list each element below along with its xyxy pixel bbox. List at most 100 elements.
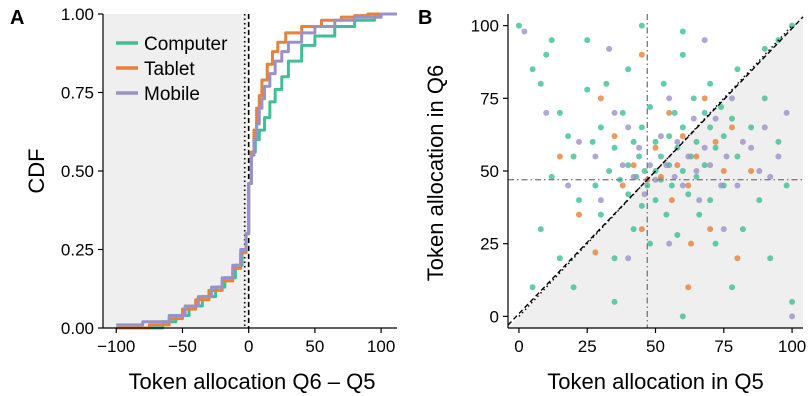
- y-tick-label: 25: [480, 235, 499, 254]
- point-computer: [679, 168, 686, 174]
- point-computer: [685, 191, 692, 198]
- point-computer: [537, 80, 544, 87]
- point-mobile: [641, 191, 648, 198]
- x-tick-label: 50: [305, 337, 324, 356]
- point-computer: [589, 138, 596, 145]
- scatter-chart: 0 25 50 75 100 0 25 50 75 100 Token allocation in …: [423, 14, 806, 394]
- point-tablet: [657, 173, 664, 180]
- point-computer: [611, 298, 618, 305]
- point-tablet: [576, 211, 583, 218]
- legend-label-mobile: Mobile: [144, 84, 200, 105]
- point-computer: [603, 80, 610, 87]
- point-computer: [630, 226, 637, 233]
- point-computer: [570, 153, 577, 160]
- point-tablet: [685, 182, 692, 189]
- point-mobile: [597, 197, 604, 204]
- point-mobile: [693, 168, 700, 174]
- point-tablet: [688, 240, 695, 247]
- point-computer: [718, 104, 725, 111]
- x-axis-label: Token allocation in Q5: [547, 369, 763, 394]
- point-mobile: [701, 144, 708, 151]
- point-computer: [638, 22, 645, 29]
- point-tablet: [679, 133, 686, 140]
- point-mobile: [718, 182, 725, 189]
- point-mobile: [707, 162, 714, 169]
- y-tick-label: 75: [480, 89, 499, 108]
- point-mobile: [783, 109, 790, 116]
- point-computer: [734, 153, 741, 160]
- y-tick-label: 50: [480, 162, 499, 181]
- point-computer: [652, 197, 659, 204]
- point-mobile: [756, 168, 763, 174]
- x-tick-label: 0: [514, 337, 523, 356]
- point-tablet: [668, 197, 675, 204]
- point-tablet: [597, 95, 604, 102]
- point-computer: [556, 109, 563, 116]
- point-mobile: [630, 173, 637, 180]
- y-tick-label: 1.00: [61, 5, 94, 24]
- point-mobile: [767, 173, 774, 180]
- point-mobile: [666, 240, 673, 247]
- point-tablet: [734, 255, 741, 262]
- point-mobile: [671, 173, 678, 180]
- point-computer: [592, 182, 599, 189]
- point-computer: [789, 298, 796, 305]
- point-mobile: [696, 197, 703, 204]
- point-tablet: [693, 153, 700, 160]
- point-computer: [775, 138, 782, 145]
- point-computer: [641, 168, 648, 174]
- point-mobile: [625, 255, 632, 262]
- point-computer: [761, 95, 768, 102]
- point-tablet: [712, 138, 719, 145]
- point-computer: [647, 240, 654, 247]
- point-mobile: [606, 45, 613, 52]
- point-tablet: [674, 162, 681, 169]
- point-computer: [548, 37, 555, 44]
- point-mobile: [720, 226, 727, 233]
- point-computer: [638, 202, 645, 209]
- legend-label-tablet: Tablet: [144, 59, 195, 80]
- point-mobile: [728, 95, 735, 102]
- x-axis-label: Token allocation Q6 – Q5: [128, 369, 375, 394]
- y-tick-label: 0.00: [61, 319, 94, 338]
- point-computer: [734, 66, 741, 73]
- point-computer: [597, 124, 604, 131]
- point-mobile: [734, 182, 741, 189]
- point-computer: [611, 255, 618, 262]
- point-computer: [647, 104, 654, 111]
- point-mobile: [679, 182, 686, 189]
- point-mobile: [712, 115, 719, 122]
- x-tick-label: 100: [367, 337, 395, 356]
- point-computer: [529, 284, 536, 291]
- point-computer: [756, 197, 763, 204]
- point-tablet: [720, 168, 727, 174]
- point-computer: [693, 138, 700, 145]
- point-computer: [663, 211, 670, 218]
- panel-label-a: A: [10, 7, 24, 29]
- point-computer: [606, 168, 613, 174]
- point-computer: [666, 133, 673, 140]
- reference-line-fit: [507, 16, 804, 326]
- point-tablet: [556, 153, 563, 160]
- point-mobile: [748, 144, 755, 151]
- point-computer: [537, 226, 544, 233]
- point-mobile: [663, 162, 670, 169]
- point-computer: [584, 37, 591, 44]
- point-computer: [636, 153, 643, 160]
- x-tick-label: 0: [244, 337, 253, 356]
- point-computer: [761, 45, 768, 52]
- point-mobile: [723, 153, 730, 160]
- point-computer: [748, 124, 755, 131]
- point-tablet: [630, 162, 637, 169]
- point-computer: [548, 173, 555, 180]
- point-mobile: [674, 138, 681, 145]
- point-mobile: [611, 109, 618, 116]
- point-computer: [707, 124, 714, 131]
- point-mobile: [775, 153, 782, 160]
- point-tablet: [707, 226, 714, 233]
- point-mobile: [565, 182, 572, 189]
- y-axis-label: CDF: [24, 148, 49, 193]
- y-axis-label: Token allocation in Q6: [423, 65, 448, 281]
- point-computer: [728, 115, 735, 122]
